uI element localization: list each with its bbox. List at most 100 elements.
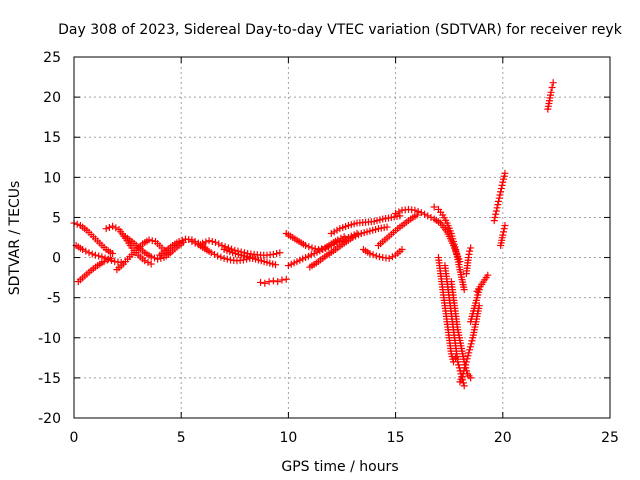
data-point [178, 236, 186, 244]
data-point [147, 253, 155, 261]
grid-lines [74, 57, 610, 418]
y-tick-label: 10 [43, 170, 61, 186]
data-point [257, 278, 265, 286]
data-point [463, 355, 471, 363]
data-point [492, 210, 500, 218]
data-point [112, 224, 120, 232]
x-tick-label: 0 [70, 430, 79, 446]
data-point [157, 254, 165, 262]
data-point [210, 250, 218, 258]
x-tick-label: 10 [279, 430, 297, 446]
data-point [455, 361, 463, 369]
data-point [154, 255, 162, 263]
axis-ticks: 0 5 10 15 20 25 -20 -15 -10 -5 0 5 10 15 20 25 [38, 50, 619, 446]
data-point [223, 255, 231, 263]
data-point [273, 250, 281, 258]
data-point [467, 340, 475, 348]
data-point [199, 239, 207, 247]
data-point [308, 244, 316, 252]
data-point [460, 286, 468, 294]
data-point [175, 238, 183, 246]
data-point [100, 258, 108, 266]
data-points [70, 79, 557, 390]
data-point [462, 361, 470, 369]
data-point [392, 209, 400, 217]
data-point [105, 223, 113, 231]
data-point [217, 253, 225, 261]
data-point [276, 249, 284, 257]
data-point [454, 358, 462, 366]
data-point [278, 276, 286, 284]
data-point [220, 254, 228, 262]
data-point [549, 79, 557, 87]
data-point [274, 278, 282, 286]
chart-title: Day 308 of 2023, Sidereal Day-to-day VTE… [58, 22, 623, 38]
data-point [501, 169, 509, 177]
data-point [459, 370, 467, 378]
data-point [103, 256, 111, 264]
data-point [147, 260, 155, 268]
data-point [500, 225, 508, 233]
y-tick-label: -10 [38, 331, 61, 347]
data-point [207, 249, 215, 257]
data-point [548, 83, 556, 91]
data-point [492, 207, 500, 215]
data-point [73, 220, 81, 228]
data-point [460, 382, 468, 390]
data-point [500, 228, 508, 236]
data-point [383, 223, 391, 231]
data-point [98, 253, 106, 261]
data-point [385, 254, 393, 262]
data-point [272, 261, 280, 269]
data-point [369, 251, 377, 259]
data-point [413, 211, 421, 219]
data-point [417, 209, 425, 217]
data-point [421, 210, 429, 218]
data-point [484, 271, 492, 279]
data-point [430, 203, 438, 211]
data-point [494, 201, 502, 209]
data-point [188, 238, 196, 246]
data-point [467, 374, 475, 382]
data-point [464, 352, 472, 360]
y-tick-label: 0 [52, 251, 61, 267]
data-point [148, 237, 156, 245]
data-point [265, 278, 273, 286]
data-point [82, 247, 90, 255]
x-tick-label: 15 [387, 430, 405, 446]
data-point [85, 249, 93, 257]
data-point [498, 181, 506, 189]
data-point [490, 217, 498, 225]
data-point [495, 197, 503, 205]
data-point [88, 250, 96, 258]
data-point [215, 240, 223, 248]
data-point [496, 191, 504, 199]
y-tick-label: -15 [38, 371, 61, 387]
data-point [214, 252, 222, 260]
data-point [459, 379, 467, 387]
data-point [497, 188, 505, 196]
y-axis-label: SDTVAR / TECUs [7, 181, 23, 296]
data-point [500, 175, 508, 183]
data-point [269, 277, 277, 285]
data-point [547, 88, 555, 96]
data-point [493, 204, 501, 212]
data-point [466, 346, 474, 354]
data-point [95, 252, 103, 260]
data-point [141, 257, 149, 265]
data-point [372, 252, 380, 260]
data-point [109, 222, 117, 230]
data-point [388, 253, 396, 261]
data-point [239, 256, 247, 264]
data-point [460, 367, 468, 375]
y-tick-label: 15 [43, 130, 61, 146]
data-point [465, 349, 473, 357]
data-point [398, 246, 406, 254]
data-point [91, 251, 99, 259]
data-point [414, 207, 422, 215]
data-point [106, 254, 114, 262]
data-point [395, 208, 403, 216]
data-point [202, 238, 210, 246]
data-point [150, 254, 158, 262]
data-point [411, 206, 419, 214]
